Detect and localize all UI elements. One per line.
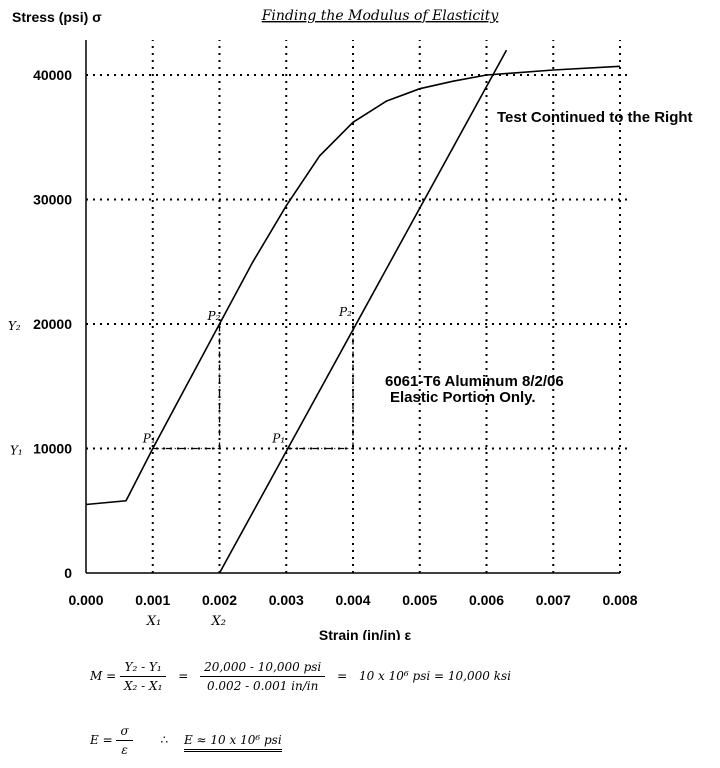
formula-fraction-symbolic: Y₂ - Y₁ X₂ - X₁ — [119, 660, 167, 693]
label-left-p1: P₁ — [142, 432, 156, 446]
label-right-p1: P₁ — [271, 432, 285, 446]
y-tick-labels: 0 10000 20000 30000 40000 — [33, 67, 72, 581]
point-labels: P₁ P₂ P₁ P₂ Y₂ Y₁ X₁ X₂ — [8, 305, 352, 629]
modulus-formula: M = Y₂ - Y₁ X₂ - X₁ = 20,000 - 10,000 ps… — [90, 660, 511, 693]
formula-m-prefix: M = — [90, 669, 117, 683]
y-tick-label: 30000 — [33, 192, 72, 208]
y-tick-label: 40000 — [33, 67, 72, 83]
x-tick-label: 0.007 — [536, 592, 571, 608]
chart-title: Finding the Modulus of Elasticity — [261, 8, 500, 24]
x-tick-label: 0.001 — [135, 592, 170, 608]
x-tick-label: 0.008 — [602, 592, 637, 608]
label-left-p2: P₂ — [207, 309, 221, 323]
x-tick-label: 0.005 — [402, 592, 437, 608]
annotation-test-continued: Test Continued to the Right — [497, 109, 693, 126]
x-tick-label: 0.000 — [68, 592, 103, 608]
e-formula-prefix: E = — [90, 733, 113, 747]
label-right-p2: P₂ — [338, 305, 352, 319]
formula-f1-denominator: X₂ - X₁ — [123, 679, 163, 693]
formula-f2-denominator: 0.002 - 0.001 in/in — [206, 679, 319, 693]
formula-equals-2: = — [337, 669, 348, 683]
e-final-result: E ≈ 10 x 10⁶ psi — [183, 733, 282, 752]
reference-guides — [152, 324, 354, 450]
x-axis-label: Strain (in/in) ε — [319, 627, 412, 640]
x-tick-label: 0.006 — [469, 592, 504, 608]
series-lines — [85, 49, 621, 574]
e-formula: E = σ ε ∴ E ≈ 10 x 10⁶ psi — [90, 724, 282, 757]
axes — [85, 40, 620, 574]
y-tick-label: 10000 — [33, 441, 72, 457]
annotation-material: 6061-T6 Aluminum 8/2/06 — [385, 373, 564, 390]
stress-strain-chart: Finding the Modulus of Elasticity Stress… — [8, 8, 693, 640]
y-tick-label: 0 — [64, 565, 72, 581]
x-tick-labels: 0.000 0.001 0.002 0.003 0.004 0.005 0.006 0.007… — [68, 592, 637, 608]
stress-strain-curve — [85, 65, 621, 506]
label-x2: X₂ — [211, 614, 226, 629]
formula-equals-1: = — [178, 669, 189, 683]
label-y1: Y₁ — [10, 444, 23, 458]
annotation-elastic-portion: Elastic Portion Only. — [390, 389, 536, 406]
formula-f2-numerator: 20,000 - 10,000 psi — [200, 660, 326, 677]
y-tick-label: 20000 — [33, 316, 72, 332]
formula-fraction-numeric: 20,000 - 10,000 psi 0.002 - 0.001 in/in — [200, 660, 326, 693]
grid-lines — [86, 40, 630, 573]
therefore-symbol: ∴ — [160, 733, 169, 747]
label-x1: X₁ — [146, 614, 161, 629]
formula-result: 10 x 10⁶ psi = 10,000 ksi — [358, 669, 511, 683]
formula-f1-numerator: Y₂ - Y₁ — [119, 660, 167, 677]
x-tick-label: 0.004 — [335, 592, 370, 608]
x-tick-label: 0.002 — [202, 592, 237, 608]
e-formula-fraction: σ ε — [116, 724, 133, 757]
x-tick-label: 0.003 — [269, 592, 304, 608]
e-formula-numerator: σ — [116, 724, 133, 741]
offset-line — [218, 49, 508, 574]
e-formula-denominator: ε — [121, 743, 128, 757]
label-y2: Y₂ — [8, 319, 21, 333]
y-axis-label: Stress (psi) σ — [12, 9, 102, 25]
